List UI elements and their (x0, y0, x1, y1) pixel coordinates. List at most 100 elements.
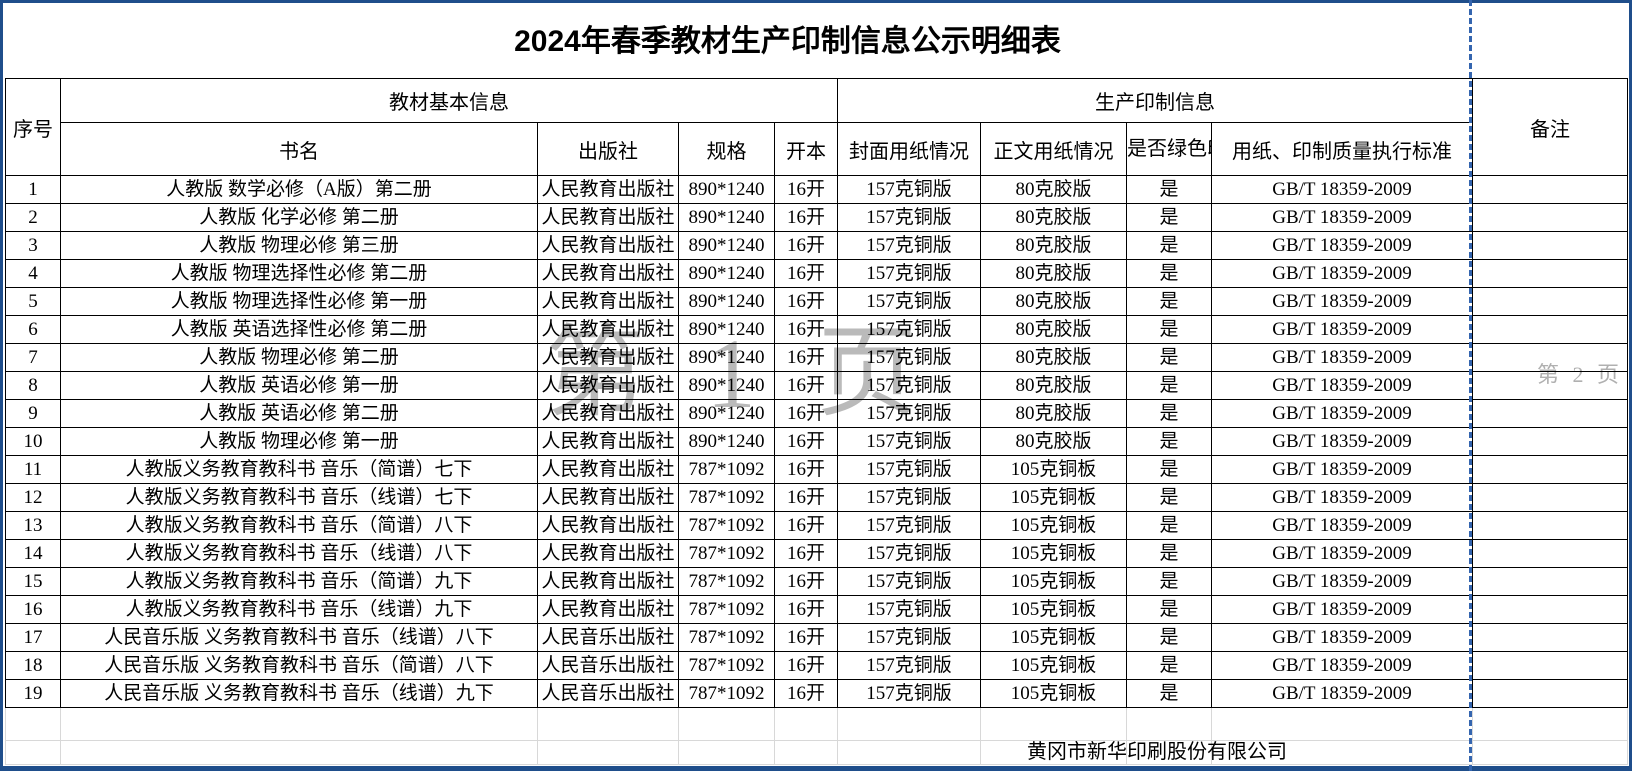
cell-spec[interactable]: 787*1092 (678, 595, 775, 624)
cell-format[interactable]: 16开 (774, 455, 838, 484)
cell-remark[interactable] (1472, 343, 1628, 372)
cell-publisher[interactable]: 人民音乐出版社 (537, 623, 679, 652)
cell-body-paper[interactable]: 80克胶版 (980, 287, 1127, 316)
cell-book-name[interactable]: 人教版 物理必修 第三册 (60, 231, 538, 260)
cell-body-paper[interactable]: 105克铜板 (980, 567, 1127, 596)
cell-green-print[interactable]: 是 (1126, 679, 1212, 708)
cell-cover-paper[interactable]: 157克铜版 (837, 343, 981, 372)
cell-format[interactable]: 16开 (774, 511, 838, 540)
cell-remark[interactable] (1472, 511, 1628, 540)
cell-format[interactable]: 16开 (774, 651, 838, 680)
cell-green-print[interactable]: 是 (1126, 259, 1212, 288)
empty-cell[interactable] (5, 740, 61, 765)
cell-index[interactable]: 2 (5, 203, 61, 232)
cell-standard[interactable]: GB/T 18359-2009 (1211, 539, 1473, 568)
cell-green-print[interactable]: 是 (1126, 231, 1212, 260)
cell-book-name[interactable]: 人教版 英语必修 第一册 (60, 371, 538, 400)
cell-standard[interactable]: GB/T 18359-2009 (1211, 483, 1473, 512)
cell-green-print[interactable]: 是 (1126, 539, 1212, 568)
empty-cell[interactable] (1126, 740, 1212, 765)
cell-publisher[interactable]: 人民教育出版社 (537, 343, 679, 372)
cell-index[interactable]: 3 (5, 231, 61, 260)
cell-spec[interactable]: 787*1092 (678, 455, 775, 484)
cell-standard[interactable]: GB/T 18359-2009 (1211, 231, 1473, 260)
cell-body-paper[interactable]: 80克胶版 (980, 315, 1127, 344)
cell-green-print[interactable]: 是 (1126, 343, 1212, 372)
cell-standard[interactable]: GB/T 18359-2009 (1211, 651, 1473, 680)
cell-publisher[interactable]: 人民教育出版社 (537, 427, 679, 456)
cell-spec[interactable]: 890*1240 (678, 399, 775, 428)
cell-format[interactable]: 16开 (774, 399, 838, 428)
cell-format[interactable]: 16开 (774, 371, 838, 400)
cell-cover-paper[interactable]: 157克铜版 (837, 399, 981, 428)
cell-spec[interactable]: 787*1092 (678, 483, 775, 512)
cell-index[interactable]: 19 (5, 679, 61, 708)
cell-green-print[interactable]: 是 (1126, 287, 1212, 316)
cell-cover-paper[interactable]: 157克铜版 (837, 483, 981, 512)
empty-cell[interactable] (60, 740, 538, 765)
empty-cell[interactable] (837, 707, 981, 741)
cell-cover-paper[interactable]: 157克铜版 (837, 679, 981, 708)
cell-publisher[interactable]: 人民音乐出版社 (537, 651, 679, 680)
cell-body-paper[interactable]: 105克铜板 (980, 679, 1127, 708)
col-header-cover-paper[interactable]: 封面用纸情况 (837, 122, 981, 176)
empty-cell[interactable] (678, 707, 775, 741)
cell-green-print[interactable]: 是 (1126, 623, 1212, 652)
empty-cell[interactable] (537, 707, 679, 741)
cell-index[interactable]: 1 (5, 175, 61, 204)
cell-standard[interactable]: GB/T 18359-2009 (1211, 679, 1473, 708)
cell-index[interactable]: 7 (5, 343, 61, 372)
cell-publisher[interactable]: 人民教育出版社 (537, 483, 679, 512)
cell-cover-paper[interactable]: 157克铜版 (837, 651, 981, 680)
cell-index[interactable]: 15 (5, 567, 61, 596)
cell-format[interactable]: 16开 (774, 203, 838, 232)
cell-body-paper[interactable]: 105克铜板 (980, 539, 1127, 568)
cell-spec[interactable]: 890*1240 (678, 371, 775, 400)
col-header-remark[interactable]: 备注 (1472, 78, 1628, 176)
empty-cell[interactable] (774, 740, 838, 765)
cell-remark[interactable] (1472, 455, 1628, 484)
col-header-format[interactable]: 开本 (774, 122, 838, 176)
group-header-print-info[interactable]: 生产印制信息 (837, 78, 1473, 123)
cell-book-name[interactable]: 人教版义务教育教科书 音乐（线谱）七下 (60, 483, 538, 512)
cell-standard[interactable]: GB/T 18359-2009 (1211, 595, 1473, 624)
cell-index[interactable]: 9 (5, 399, 61, 428)
empty-cell[interactable] (774, 707, 838, 741)
cell-standard[interactable]: GB/T 18359-2009 (1211, 259, 1473, 288)
cell-standard[interactable]: GB/T 18359-2009 (1211, 175, 1473, 204)
cell-index[interactable]: 10 (5, 427, 61, 456)
cell-body-paper[interactable]: 80克胶版 (980, 343, 1127, 372)
cell-book-name[interactable]: 人教版义务教育教科书 音乐（线谱）九下 (60, 595, 538, 624)
cell-cover-paper[interactable]: 157克铜版 (837, 371, 981, 400)
cell-publisher[interactable]: 人民教育出版社 (537, 175, 679, 204)
cell-green-print[interactable]: 是 (1126, 651, 1212, 680)
cell-spec[interactable]: 787*1092 (678, 651, 775, 680)
cell-body-paper[interactable]: 105克铜板 (980, 511, 1127, 540)
cell-book-name[interactable]: 人教版 物理必修 第二册 (60, 343, 538, 372)
group-header-basic-info[interactable]: 教材基本信息 (60, 78, 838, 123)
cell-green-print[interactable]: 是 (1126, 511, 1212, 540)
cell-spec[interactable]: 890*1240 (678, 175, 775, 204)
empty-cell[interactable] (60, 707, 538, 741)
cell-cover-paper[interactable]: 157克铜版 (837, 455, 981, 484)
cell-format[interactable]: 16开 (774, 595, 838, 624)
cell-book-name[interactable]: 人教版 物理选择性必修 第二册 (60, 259, 538, 288)
cell-remark[interactable] (1472, 259, 1628, 288)
cell-book-name[interactable]: 人教版义务教育教科书 音乐（线谱）八下 (60, 539, 538, 568)
cell-green-print[interactable]: 是 (1126, 427, 1212, 456)
cell-spec[interactable]: 890*1240 (678, 427, 775, 456)
cell-remark[interactable] (1472, 567, 1628, 596)
cell-index[interactable]: 14 (5, 539, 61, 568)
empty-cell[interactable] (5, 707, 61, 741)
cell-spec[interactable]: 787*1092 (678, 567, 775, 596)
cell-remark[interactable] (1472, 623, 1628, 652)
col-header-publisher[interactable]: 出版社 (537, 122, 679, 176)
cell-book-name[interactable]: 人教版 化学必修 第二册 (60, 203, 538, 232)
empty-cell[interactable] (980, 707, 1127, 741)
cell-standard[interactable]: GB/T 18359-2009 (1211, 343, 1473, 372)
cell-format[interactable]: 16开 (774, 679, 838, 708)
cell-publisher[interactable]: 人民教育出版社 (537, 511, 679, 540)
cell-publisher[interactable]: 人民教育出版社 (537, 203, 679, 232)
cell-publisher[interactable]: 人民教育出版社 (537, 259, 679, 288)
col-header-body-paper[interactable]: 正文用纸情况 (980, 122, 1127, 176)
